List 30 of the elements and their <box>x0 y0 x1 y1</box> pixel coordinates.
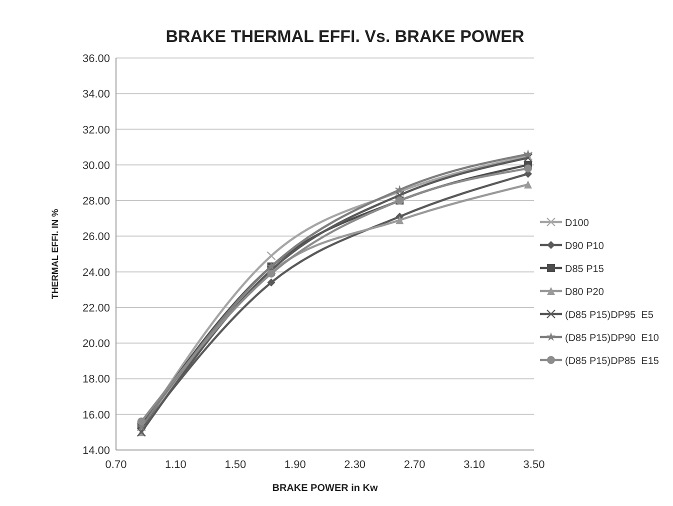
legend-label: (D85 P15)DP90 E10 <box>565 333 660 344</box>
x-tick-label: 2.70 <box>404 459 426 471</box>
x-tick-label: 2.30 <box>344 459 366 471</box>
y-tick-label: 20.00 <box>82 338 110 350</box>
x-tick-label: 3.50 <box>523 459 545 471</box>
y-tick-label: 32.00 <box>82 124 110 136</box>
y-tick-label: 14.00 <box>82 445 110 457</box>
legend-label: D100 <box>565 218 590 229</box>
x-tick-label: 1.90 <box>284 459 306 471</box>
x-tick-label: 1.50 <box>224 459 246 471</box>
x-tick-label: 3.10 <box>464 459 485 471</box>
legend-label: D90 P10 <box>565 241 604 252</box>
chart-title: BRAKE THERMAL EFFI. Vs. BRAKE POWER <box>166 27 524 46</box>
x-tick-label: 0.70 <box>105 459 127 471</box>
legend-label: D80 P20 <box>565 287 604 298</box>
y-tick-label: 22.00 <box>82 302 110 314</box>
y-tick-label: 30.00 <box>82 160 110 172</box>
y-tick-label: 26.00 <box>82 231 110 244</box>
x-axis-title: BRAKE POWER in Kw <box>272 483 378 494</box>
y-tick-label: 28.00 <box>82 196 110 208</box>
x-tick-label: 1.10 <box>165 459 186 471</box>
legend-label: (D85 P15)DP85 E15 <box>565 356 660 367</box>
y-axis-title: THERMAL EFFI. IN % <box>50 208 60 300</box>
legend-label: D85 P15 <box>565 264 604 275</box>
y-tick-label: 34.00 <box>82 88 110 101</box>
y-tick-label: 16.00 <box>82 409 110 422</box>
legend-label: (D85 P15)DP95 E5 <box>565 310 654 321</box>
y-tick-label: 24.00 <box>82 266 110 279</box>
y-tick-label: 18.00 <box>82 374 110 386</box>
y-tick-label: 36.00 <box>82 53 110 65</box>
